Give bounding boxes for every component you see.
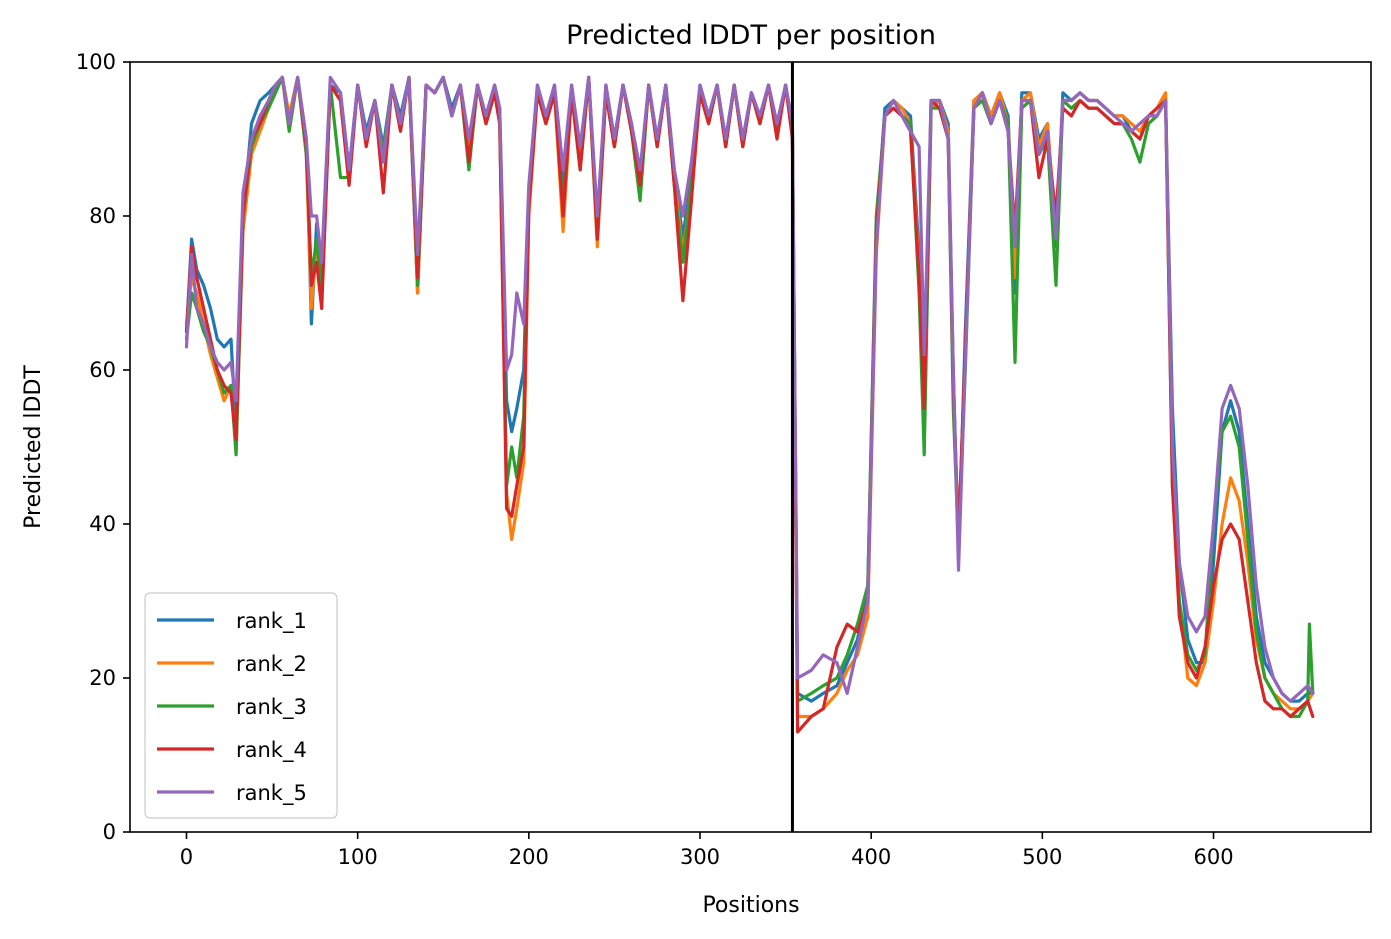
y-tick-label: 40 [89, 512, 116, 536]
legend-label-rank_1: rank_1 [236, 609, 307, 634]
legend-frame [144, 592, 338, 819]
y-tick-label: 0 [103, 820, 116, 844]
y-tick-label: 20 [89, 666, 116, 690]
legend: rank_1 rank_2 rank_3 rank_4 rank_5 [144, 592, 338, 819]
legend-label-rank_2: rank_2 [236, 652, 307, 677]
y-tick-label: 80 [89, 204, 116, 228]
legend-label-rank_3: rank_3 [236, 695, 307, 720]
x-tick-label: 300 [680, 845, 720, 869]
plot-frame [129, 61, 1372, 833]
y-axis: 0 20 40 60 80 100 [76, 50, 130, 844]
y-tick-label: 60 [89, 358, 116, 382]
y-axis-title: Predicted lDDT [21, 365, 46, 529]
x-tick-label: 500 [1022, 845, 1062, 869]
x-tick-label: 600 [1193, 845, 1233, 869]
legend-label-rank_5: rank_5 [236, 781, 307, 806]
x-tick-label: 200 [509, 845, 549, 869]
x-axis: 0 100 200 300 400 500 600 [180, 832, 1234, 869]
x-tick-label: 100 [338, 845, 378, 869]
plot-lines [184, 75, 1315, 734]
x-axis-title: Positions [702, 893, 799, 918]
x-tick-label: 0 [180, 845, 193, 869]
y-tick-label: 100 [76, 50, 116, 74]
legend-label-rank_4: rank_4 [236, 738, 307, 763]
x-tick-label: 400 [851, 845, 891, 869]
chart-title: Predicted lDDT per position [566, 20, 936, 51]
series-line-rank_5 [184, 75, 1315, 703]
